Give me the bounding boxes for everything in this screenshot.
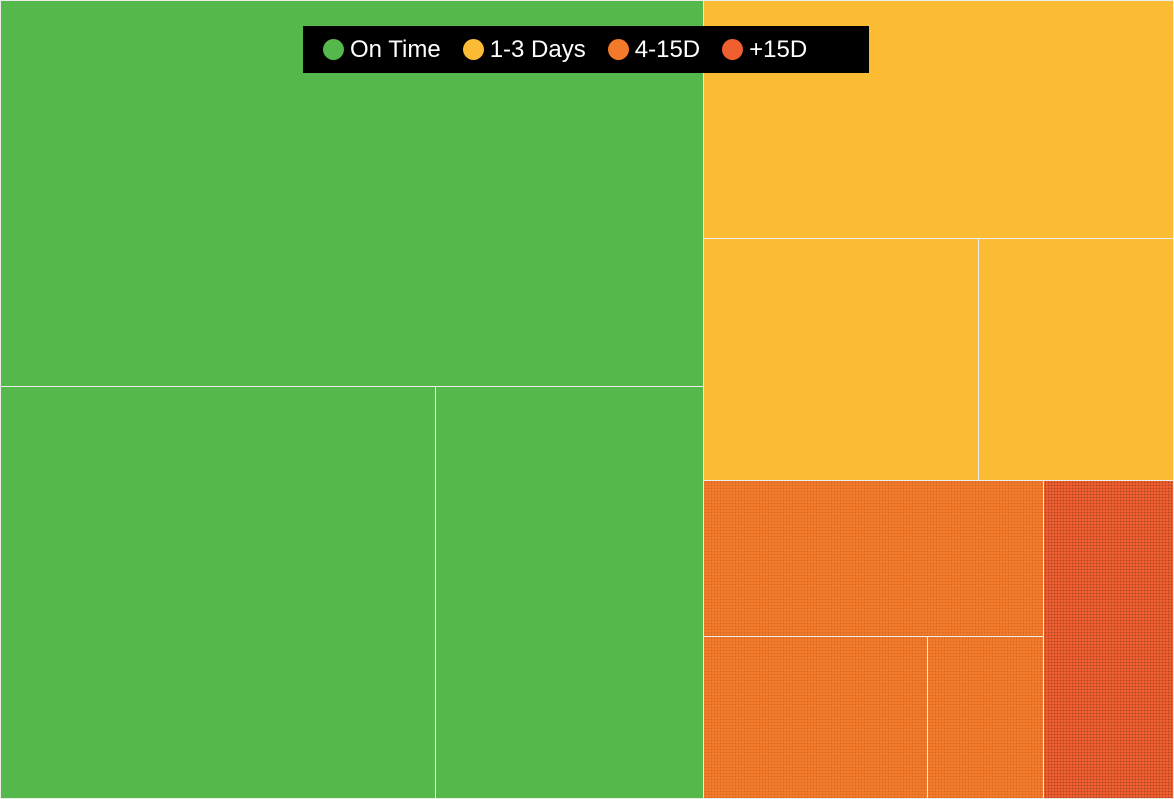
legend-item-1-3-days[interactable]: 1-3 Days (462, 35, 586, 64)
chart-legend: On Time 1-3 Days 4-15D +15D (303, 26, 869, 73)
legend-dot-1-3-days (462, 39, 484, 60)
legend-label-1-3-days: 1-3 Days (489, 35, 586, 63)
legend-item-on-time[interactable]: On Time (323, 36, 441, 64)
legend-label-on-time: On Time (350, 35, 441, 63)
treemap-cell-4-15d-1[interactable] (703, 480, 1044, 637)
legend-dot-on-time (323, 39, 344, 60)
legend-label-4-15d: 4-15D (634, 35, 701, 63)
legend-dot-4-15d (607, 39, 629, 60)
legend-dot-15d-plus (722, 39, 744, 60)
treemap-cell-on-time-2[interactable] (0, 386, 436, 799)
legend-item-4-15d[interactable]: 4-15D (607, 35, 701, 64)
treemap-cell-1-3-days-2[interactable] (703, 238, 979, 481)
treemap-cell-4-15d-2[interactable] (703, 636, 928, 799)
treemap-cell-on-time-3[interactable] (435, 386, 704, 799)
treemap-cell-15d-1[interactable] (1043, 480, 1174, 799)
treemap-cell-4-15d-3[interactable] (927, 636, 1044, 799)
legend-item-15d-plus[interactable]: +15D (722, 36, 807, 64)
treemap-cell-1-3-days-3[interactable] (978, 238, 1174, 481)
legend-label-15d-plus: +15D (749, 35, 808, 63)
